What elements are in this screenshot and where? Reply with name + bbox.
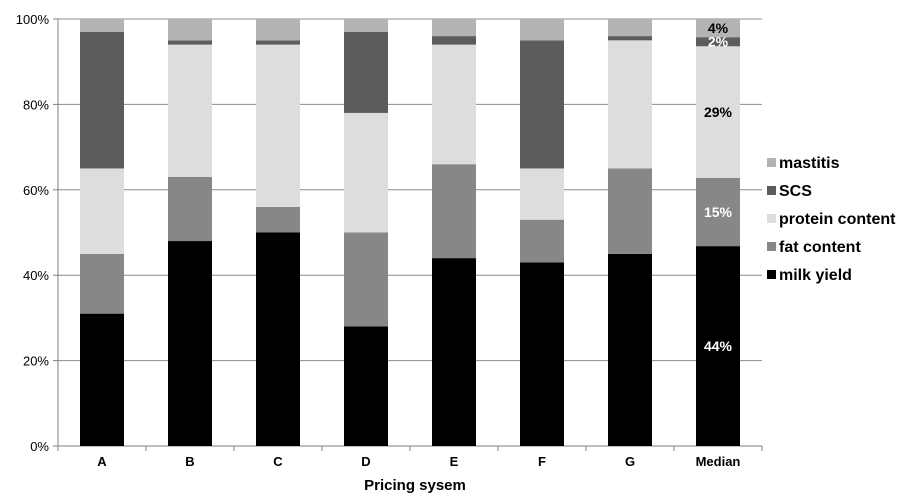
bar-median-fat-content: [696, 177, 740, 247]
bar-e-fat-content: [432, 164, 476, 259]
bar-e-SCS: [432, 36, 476, 45]
data-label: 2%: [708, 34, 729, 50]
bar-c-milk-yield: [256, 232, 300, 446]
legend-swatch: [767, 186, 776, 195]
bar-f-SCS: [520, 40, 564, 169]
x-axis-title: Pricing sysem: [364, 477, 466, 494]
x-tick-label: G: [625, 454, 635, 469]
gridlines: [58, 18, 762, 362]
bar-g-mastitis: [608, 19, 652, 37]
y-tick-label: 100%: [16, 12, 50, 27]
bar-e-milk-yield: [432, 258, 476, 446]
legend-label: fat content: [779, 239, 861, 256]
legend-swatch: [767, 158, 776, 167]
bar-f-protein-content: [520, 168, 564, 220]
y-tick-label: 80%: [23, 97, 49, 112]
bar-d-mastitis: [344, 19, 388, 32]
x-tick-label: Median: [696, 454, 741, 469]
legend-label: mastitis: [779, 155, 840, 172]
data-labels: 44% 15% 29% 2%4%: [704, 20, 733, 354]
y-tick-label: 60%: [23, 183, 49, 198]
bar-b-fat-content: [168, 176, 212, 242]
bar-e-mastitis: [432, 19, 476, 37]
bar-d-protein-content: [344, 112, 388, 233]
bar-g-protein-content: [608, 40, 652, 169]
x-tick-label: A: [97, 454, 107, 469]
y-tick-label: 20%: [23, 354, 49, 369]
y-tick-label: 40%: [23, 268, 49, 283]
bar-b-protein-content: [168, 44, 212, 177]
bar-c-SCS: [256, 40, 300, 45]
legend-label: SCS: [779, 183, 812, 200]
bar-b-milk-yield: [168, 241, 212, 446]
bar-f-milk-yield: [520, 262, 564, 446]
data-label: 15%: [704, 204, 733, 220]
x-tick-label: E: [450, 454, 459, 469]
bar-d-SCS: [344, 31, 388, 113]
bar-d-fat-content: [344, 232, 388, 327]
bar-c-mastitis: [256, 19, 300, 41]
data-label: 29%: [704, 104, 733, 120]
x-tick-label: F: [538, 454, 546, 469]
bar-c-fat-content: [256, 206, 300, 233]
bar-c-protein-content: [256, 44, 300, 207]
data-label: 44%: [704, 338, 733, 354]
bar-b-mastitis: [168, 19, 212, 41]
bar-b-SCS: [168, 40, 212, 45]
bar-median-milk-yield: [696, 246, 740, 446]
legend-swatch: [767, 242, 776, 251]
bar-a-milk-yield: [80, 313, 124, 446]
data-label: 4%: [708, 20, 729, 36]
bar-a-fat-content: [80, 253, 124, 314]
bar-median-mastitis: [696, 19, 740, 38]
bar-a-protein-content: [80, 168, 124, 254]
x-tick-label: B: [185, 454, 194, 469]
legend-swatch: [767, 270, 776, 279]
bar-g-SCS: [608, 36, 652, 41]
bar-g-fat-content: [608, 168, 652, 254]
x-tick-label: C: [273, 454, 283, 469]
bar-a-mastitis: [80, 19, 124, 32]
x-tick-label: D: [361, 454, 370, 469]
legend-swatch: [767, 214, 776, 223]
y-tick-label: 0%: [30, 439, 49, 454]
bar-g-milk-yield: [608, 253, 652, 446]
legend-label: milk yield: [779, 267, 852, 284]
bar-e-protein-content: [432, 44, 476, 165]
x-axis-ticks: A B C D E F G Median: [57, 446, 763, 469]
bar-a-SCS: [80, 31, 124, 169]
bar-median-protein-content: [696, 46, 740, 178]
legend: mastitis SCS protein content fat content mil…: [767, 155, 896, 284]
bars: [80, 19, 740, 446]
bar-median-SCS: [696, 37, 740, 47]
legend-label: protein content: [779, 211, 896, 228]
bar-f-mastitis: [520, 19, 564, 41]
bar-f-fat-content: [520, 219, 564, 263]
bar-d-milk-yield: [344, 326, 388, 446]
